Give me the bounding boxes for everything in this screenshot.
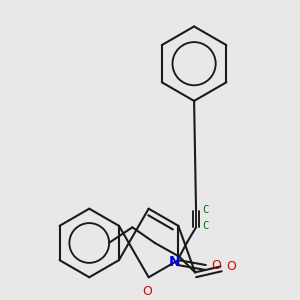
Text: O: O — [143, 285, 153, 298]
Text: N: N — [169, 255, 180, 268]
Text: O: O — [212, 259, 221, 272]
Text: C: C — [202, 205, 208, 215]
Text: O: O — [226, 260, 236, 273]
Text: C: C — [202, 221, 208, 231]
